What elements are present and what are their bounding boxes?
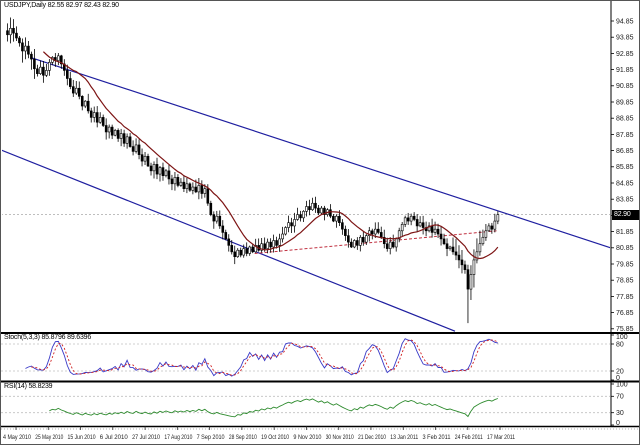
svg-text:84.85: 84.85	[616, 180, 634, 187]
svg-text:0: 0	[616, 420, 620, 427]
price-axis-labels: 94.85 93.85 92.85 91.85 90.85 89.85 88.85 87.85…	[611, 18, 634, 333]
svg-text:80: 80	[616, 341, 624, 348]
svg-text:21 Dec 2010: 21 Dec 2010	[358, 435, 387, 441]
svg-text:91.85: 91.85	[616, 67, 634, 74]
svg-text:75.85: 75.85	[616, 326, 634, 333]
svg-text:79.85: 79.85	[616, 261, 634, 268]
svg-text:93.85: 93.85	[616, 35, 634, 42]
svg-text:81.85: 81.85	[616, 229, 634, 236]
svg-text:92.85: 92.85	[616, 51, 634, 58]
svg-text:89.85: 89.85	[616, 99, 634, 106]
ma-line	[42, 51, 499, 260]
svg-text:87.85: 87.85	[616, 132, 634, 139]
stochastic-indicator-label: Stoch(5,3,3) 85.8796 89.6396	[4, 334, 92, 341]
svg-text:70: 70	[616, 394, 624, 401]
stoch-main-line	[25, 338, 498, 377]
svg-text:19 Oct 2010: 19 Oct 2010	[261, 435, 290, 441]
svg-text:20: 20	[616, 368, 624, 375]
svg-text:30 Nov 2010: 30 Nov 2010	[326, 435, 355, 441]
support-trendline	[254, 230, 497, 254]
svg-text:6 Jul 2010: 6 Jul 2010	[100, 435, 129, 441]
svg-text:25 May 2010: 25 May 2010	[35, 435, 64, 441]
svg-text:83.85: 83.85	[616, 197, 634, 204]
svg-text:24 Feb 2011: 24 Feb 2011	[455, 435, 484, 441]
svg-text:88.85: 88.85	[616, 116, 634, 123]
svg-text:85.85: 85.85	[616, 164, 634, 171]
svg-text:7 Sep 2010: 7 Sep 2010	[197, 435, 226, 441]
svg-text:94.85: 94.85	[616, 18, 634, 25]
panel-separators	[1, 1, 639, 430]
svg-text:4 May 2010: 4 May 2010	[3, 435, 32, 441]
svg-text:17 Mar 2011: 17 Mar 2011	[487, 435, 516, 441]
svg-text:0: 0	[616, 375, 620, 382]
chart-symbol-title: USDJPY,Daily 82.55 82.97 82.43 82.90	[4, 2, 119, 9]
svg-text:86.85: 86.85	[616, 148, 634, 155]
svg-text:3 Feb 2011: 3 Feb 2011	[423, 435, 452, 441]
svg-text:100: 100	[616, 334, 628, 341]
svg-text:100: 100	[616, 381, 628, 388]
svg-text:78.85: 78.85	[616, 278, 634, 285]
indicator-levels	[1, 343, 610, 414]
stoch-signal-line	[31, 339, 499, 376]
channel-upper-line	[30, 56, 610, 249]
rsi-indicator-label: RSI(14) 58.8239	[4, 383, 53, 390]
svg-text:90.85: 90.85	[616, 83, 634, 90]
candles	[6, 17, 500, 324]
svg-text:13 Jan 2011: 13 Jan 2011	[390, 435, 419, 441]
svg-text:30: 30	[616, 410, 624, 417]
svg-text:15 Jun 2010: 15 Jun 2010	[68, 435, 97, 441]
svg-text:80.85: 80.85	[616, 245, 634, 252]
svg-text:9 Nov 2010: 9 Nov 2010	[293, 435, 322, 441]
svg-text:28 Sep 2010: 28 Sep 2010	[229, 435, 258, 441]
rsi-scale-labels: 100 70 30 0	[611, 381, 628, 427]
rsi-line	[49, 398, 499, 418]
trend-channel	[2, 56, 610, 332]
svg-text:76.85: 76.85	[616, 310, 634, 317]
current-price-tag: 82.90	[612, 210, 639, 220]
svg-text:27 Jul 2010: 27 Jul 2010	[132, 435, 161, 441]
date-axis-labels: 4 May 2010 25 May 2010 15 Jun 2010 6 Jul 20…	[3, 426, 516, 441]
svg-text:17 Aug 2010: 17 Aug 2010	[164, 435, 193, 441]
svg-text:77.85: 77.85	[616, 294, 634, 301]
